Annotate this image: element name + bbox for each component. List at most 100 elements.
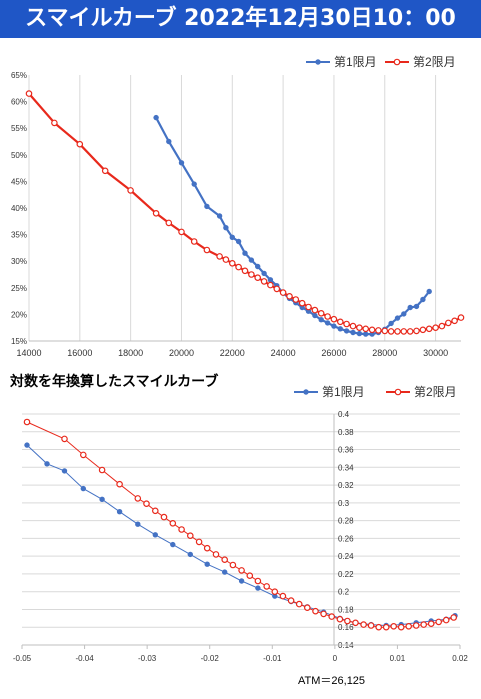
y-tick-label: 0.26 <box>338 534 354 543</box>
x-tick-label: 0.01 <box>390 654 406 663</box>
series-2-point <box>432 324 439 332</box>
series-2-point <box>203 246 211 254</box>
series-2-point <box>267 281 274 289</box>
x-tick-label: 22000 <box>220 348 245 358</box>
series-2-point <box>260 278 268 285</box>
series-2-point <box>311 306 319 314</box>
y-tick-label: 50% <box>11 151 27 160</box>
series-2-point <box>295 600 303 608</box>
series-2-point <box>425 325 433 333</box>
legend-marker-2 <box>394 388 402 396</box>
series-2-point <box>178 526 185 533</box>
header-banner: スマイルカーブ 2022年12月30日10：00 <box>0 0 481 38</box>
series-2-point <box>238 567 245 574</box>
atm-label: ATM＝26,125 <box>298 675 366 687</box>
series-2-point <box>101 167 109 175</box>
x-tick-label: 14000 <box>16 348 41 358</box>
series-2-point <box>263 583 271 590</box>
series-1-point <box>238 578 245 584</box>
series-1-point <box>272 593 278 599</box>
series-2-point <box>254 577 262 585</box>
x-tick-label: -0.02 <box>201 654 220 663</box>
series-1-point <box>61 468 68 474</box>
series-1-point <box>44 461 50 467</box>
series-2-point <box>352 619 359 627</box>
series-2-point <box>450 614 458 621</box>
series-1-point <box>248 257 255 263</box>
x-tick-label: 30000 <box>423 348 448 358</box>
series-2-point <box>375 327 382 334</box>
series-1-point <box>420 296 426 303</box>
series-2-point <box>248 271 255 278</box>
series-2-point <box>406 328 414 335</box>
series-2-point <box>292 296 300 303</box>
series-2-point <box>451 317 458 325</box>
series-1-point <box>242 250 248 256</box>
series-2-point <box>286 292 293 300</box>
series-2-point <box>235 263 242 271</box>
log-smile-curve-chart: 0.140.160.180.20.220.240.260.280.30.320.… <box>13 385 468 663</box>
y-tick-label: 25% <box>11 284 27 293</box>
series-2-point <box>221 556 229 564</box>
series-1-point <box>312 312 318 319</box>
series-1-point <box>255 585 261 591</box>
y-tick-label: 30% <box>11 257 27 266</box>
series-2-point <box>222 256 230 263</box>
x-tick-label: 0.02 <box>452 654 468 663</box>
series-2-point <box>305 303 312 311</box>
series-2-point <box>229 561 237 569</box>
series-2-point <box>427 620 435 628</box>
series-1-point <box>216 213 223 219</box>
series-2-point <box>187 532 194 540</box>
series-2-point <box>438 322 446 330</box>
series-2-point <box>134 495 142 502</box>
series-2-point <box>246 572 254 580</box>
x-tick-label: 28000 <box>372 348 397 358</box>
y-tick-label: 0.4 <box>338 410 350 419</box>
series-2-point <box>330 315 338 323</box>
series-1-point <box>204 203 210 210</box>
series-1-line <box>155 117 431 336</box>
series-1-point <box>166 138 172 145</box>
series-1-point <box>324 320 331 326</box>
x-tick-label: 20000 <box>169 348 194 358</box>
series-1-point <box>356 330 363 337</box>
series-2-point <box>343 320 350 328</box>
series-2-point <box>442 616 450 624</box>
series-1-point <box>229 234 235 240</box>
series-1-point <box>363 331 369 337</box>
series-1-point <box>178 160 185 166</box>
x-tick-label: -0.03 <box>138 654 157 663</box>
series-1-point <box>331 323 337 329</box>
series-2-point <box>336 318 344 326</box>
series-2-point <box>212 551 220 558</box>
series-1-point <box>426 288 432 295</box>
y-tick-label: 60% <box>11 98 27 107</box>
series-1-point <box>255 263 261 270</box>
series-1-point <box>170 541 176 548</box>
y-tick-label: 0.38 <box>338 428 354 437</box>
series-2-point <box>390 622 398 630</box>
series-2-point <box>61 435 68 443</box>
x-tick-label: 16000 <box>67 348 92 358</box>
series-2-point <box>336 615 344 623</box>
series-2-point <box>320 610 327 618</box>
y-tick-label: 0.32 <box>338 481 354 490</box>
series-1-point <box>235 238 242 245</box>
series-2-point <box>413 327 420 335</box>
series-1-point <box>401 311 407 317</box>
series-1-point <box>350 329 356 336</box>
x-tick-label: 0 <box>333 654 338 663</box>
legend-label-2: 第2限月 <box>414 385 457 399</box>
series-2-point <box>349 322 357 330</box>
x-tick-label: -0.05 <box>13 654 32 663</box>
y-tick-label: 40% <box>11 204 27 213</box>
series-2-point <box>76 140 84 148</box>
series-2-point <box>241 267 249 275</box>
series-2-point <box>298 299 306 307</box>
series-2-point <box>203 544 211 552</box>
y-tick-label: 0.24 <box>338 552 354 561</box>
series-2-point <box>152 507 159 515</box>
series-2-point <box>143 500 150 508</box>
series-2-line <box>28 92 462 333</box>
